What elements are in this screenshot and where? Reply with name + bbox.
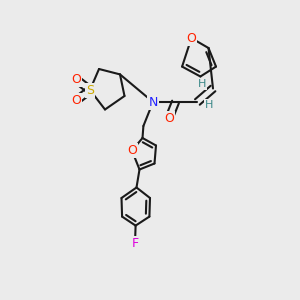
Text: O: O <box>72 73 81 86</box>
Text: O: O <box>127 144 137 157</box>
Text: O: O <box>72 94 81 107</box>
Text: F: F <box>131 237 139 250</box>
Text: O: O <box>187 32 196 45</box>
Text: O: O <box>164 112 174 125</box>
Text: N: N <box>148 95 158 109</box>
Text: S: S <box>86 83 94 97</box>
Text: H: H <box>205 100 213 110</box>
Text: H: H <box>197 79 206 89</box>
